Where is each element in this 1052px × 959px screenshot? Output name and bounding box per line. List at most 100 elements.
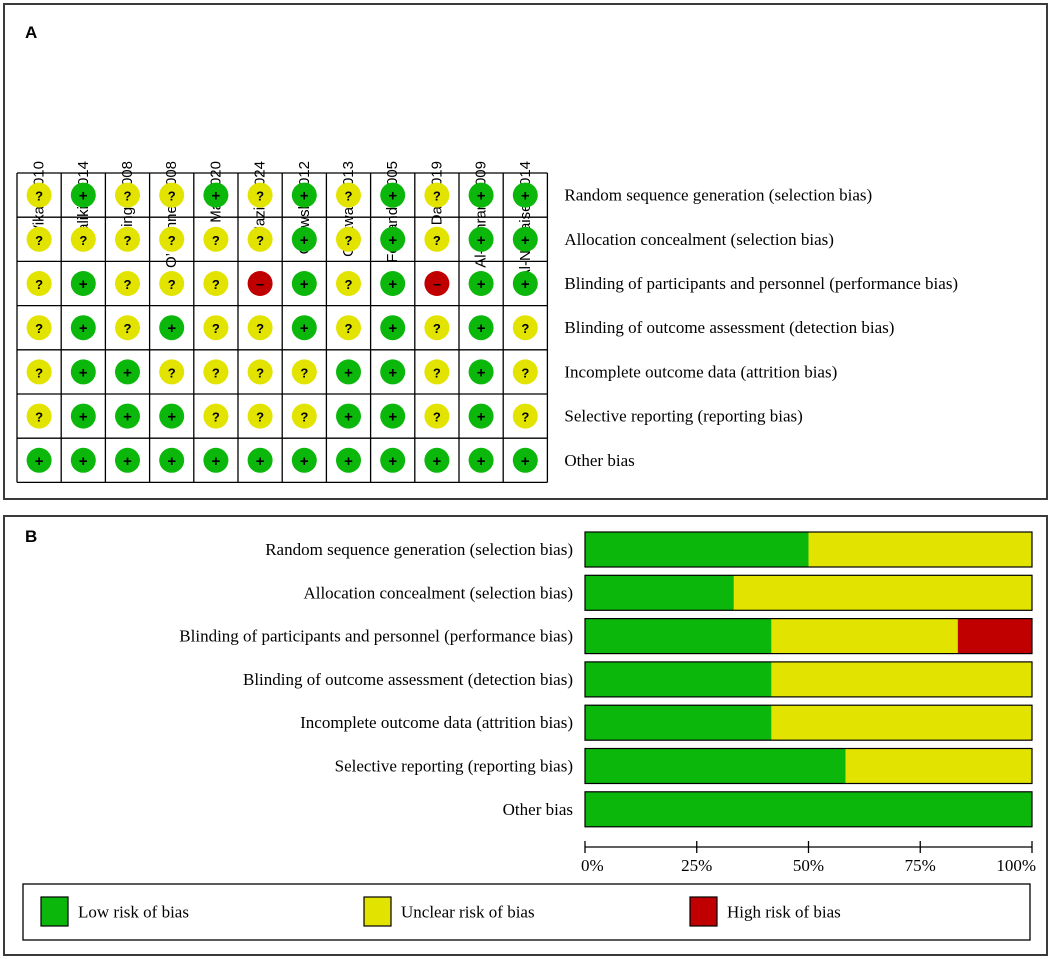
unclear-risk-marker — [26, 359, 52, 385]
risk-symbol: + — [123, 409, 132, 426]
unclear-risk-marker — [203, 271, 229, 296]
unclear-risk-marker — [336, 271, 361, 296]
unclear-risk-marker — [512, 403, 538, 429]
low-risk-marker — [291, 182, 317, 208]
risk-symbol: + — [344, 364, 353, 381]
risk-symbol: ? — [345, 277, 353, 292]
low-risk-marker — [115, 403, 140, 429]
low-risk-marker — [512, 271, 538, 296]
legend-label: Unclear risk of bias — [401, 903, 535, 922]
risk-of-bias-summary-panel: A Vikas 2010Tsalikis 2014Singh 2008O’ Co… — [3, 3, 1048, 500]
risk-symbol: ? — [79, 233, 87, 248]
legend-swatch-low — [40, 896, 69, 927]
risk-symbol: + — [300, 320, 309, 337]
risk-symbol: + — [388, 364, 397, 381]
legend-label: High risk of bias — [727, 903, 841, 922]
low-risk-marker — [336, 403, 361, 429]
risk-symbol: + — [521, 232, 530, 249]
risk-symbol: + — [477, 188, 486, 205]
risk-symbol: ? — [433, 365, 441, 380]
domain-label: Blinding of participants and personnel (… — [564, 274, 958, 293]
risk-symbol: ? — [212, 365, 220, 380]
low-risk-marker — [115, 447, 140, 473]
risk-symbol: ? — [35, 410, 43, 425]
risk-of-bias-graph-chart: Random sequence generation (selection bi… — [22, 531, 1036, 941]
unclear-risk-marker — [115, 315, 140, 341]
risk-symbol: ? — [345, 189, 353, 204]
risk-symbol: + — [79, 188, 88, 205]
bar-outline — [584, 747, 1033, 785]
category-label: Random sequence generation (selection bi… — [265, 540, 573, 559]
risk-symbol: ? — [256, 410, 264, 425]
risk-symbol: + — [300, 188, 309, 205]
bar-outline — [584, 791, 1033, 828]
risk-symbol: ? — [35, 365, 43, 380]
unclear-risk-marker — [424, 403, 450, 429]
bar-segment-high — [957, 618, 1033, 654]
risk-symbol: + — [300, 232, 309, 249]
bar-segment-low — [585, 661, 772, 697]
low-risk-marker — [512, 182, 538, 208]
low-risk-marker — [26, 447, 52, 473]
low-risk-marker — [291, 226, 317, 252]
low-risk-marker — [512, 226, 538, 252]
unclear-risk-marker — [512, 359, 538, 385]
low-risk-marker — [380, 447, 406, 473]
low-risk-marker — [336, 359, 361, 385]
bar-outline — [584, 661, 1033, 698]
low-risk-marker — [70, 359, 96, 385]
bar-segment-unclear — [808, 532, 1032, 567]
unclear-risk-marker — [424, 226, 450, 252]
low-risk-marker — [70, 315, 96, 341]
domain-label: Selective reporting (reporting bias) — [564, 407, 802, 426]
risk-symbol: ? — [256, 189, 264, 204]
risk-symbol: ? — [212, 233, 220, 248]
risk-symbol: ? — [256, 321, 264, 336]
bar-segment-unclear — [733, 575, 1032, 611]
low-risk-marker — [291, 271, 317, 296]
risk-symbol: ? — [300, 410, 308, 425]
unclear-risk-marker — [203, 403, 229, 429]
bar-outline — [584, 617, 1033, 655]
risk-symbol: ? — [433, 233, 441, 248]
unclear-risk-marker — [247, 182, 273, 208]
low-risk-marker — [291, 315, 317, 341]
risk-symbol: – — [433, 276, 441, 293]
risk-symbol: + — [521, 453, 530, 470]
low-risk-marker — [380, 403, 406, 429]
risk-symbol: ? — [124, 321, 132, 336]
risk-symbol: ? — [433, 321, 441, 336]
low-risk-marker — [115, 359, 140, 385]
risk-symbol: + — [477, 320, 486, 337]
low-risk-marker — [70, 271, 96, 296]
low-risk-marker — [159, 315, 185, 341]
legend-box — [22, 883, 1031, 941]
low-risk-marker — [468, 271, 494, 296]
category-label: Blinding of outcome assessment (detectio… — [243, 670, 573, 689]
unclear-risk-marker — [26, 182, 52, 208]
domain-label: Other bias — [564, 451, 634, 470]
risk-symbol: + — [256, 453, 265, 470]
risk-symbol: + — [388, 409, 397, 426]
unclear-risk-marker — [159, 359, 185, 385]
risk-symbol: + — [388, 453, 397, 470]
domain-label: Blinding of outcome assessment (detectio… — [564, 318, 894, 337]
risk-symbol: + — [167, 409, 176, 426]
risk-symbol: ? — [521, 321, 529, 336]
risk-symbol: + — [167, 320, 176, 337]
study-label: O’ Connell 2008 — [163, 161, 180, 268]
low-risk-marker — [159, 403, 185, 429]
risk-symbol: + — [344, 409, 353, 426]
risk-symbol: ? — [300, 365, 308, 380]
bar-segment-low — [585, 705, 772, 741]
unclear-risk-marker — [115, 182, 140, 208]
low-risk-marker — [468, 182, 494, 208]
unclear-risk-marker — [512, 315, 538, 341]
unclear-risk-marker — [336, 315, 361, 341]
risk-symbol: + — [79, 409, 88, 426]
risk-symbol: + — [477, 453, 486, 470]
risk-symbol: + — [123, 364, 132, 381]
risk-symbol: ? — [35, 321, 43, 336]
domain-label: Incomplete outcome data (attrition bias) — [564, 362, 837, 381]
unclear-risk-marker — [159, 226, 185, 252]
